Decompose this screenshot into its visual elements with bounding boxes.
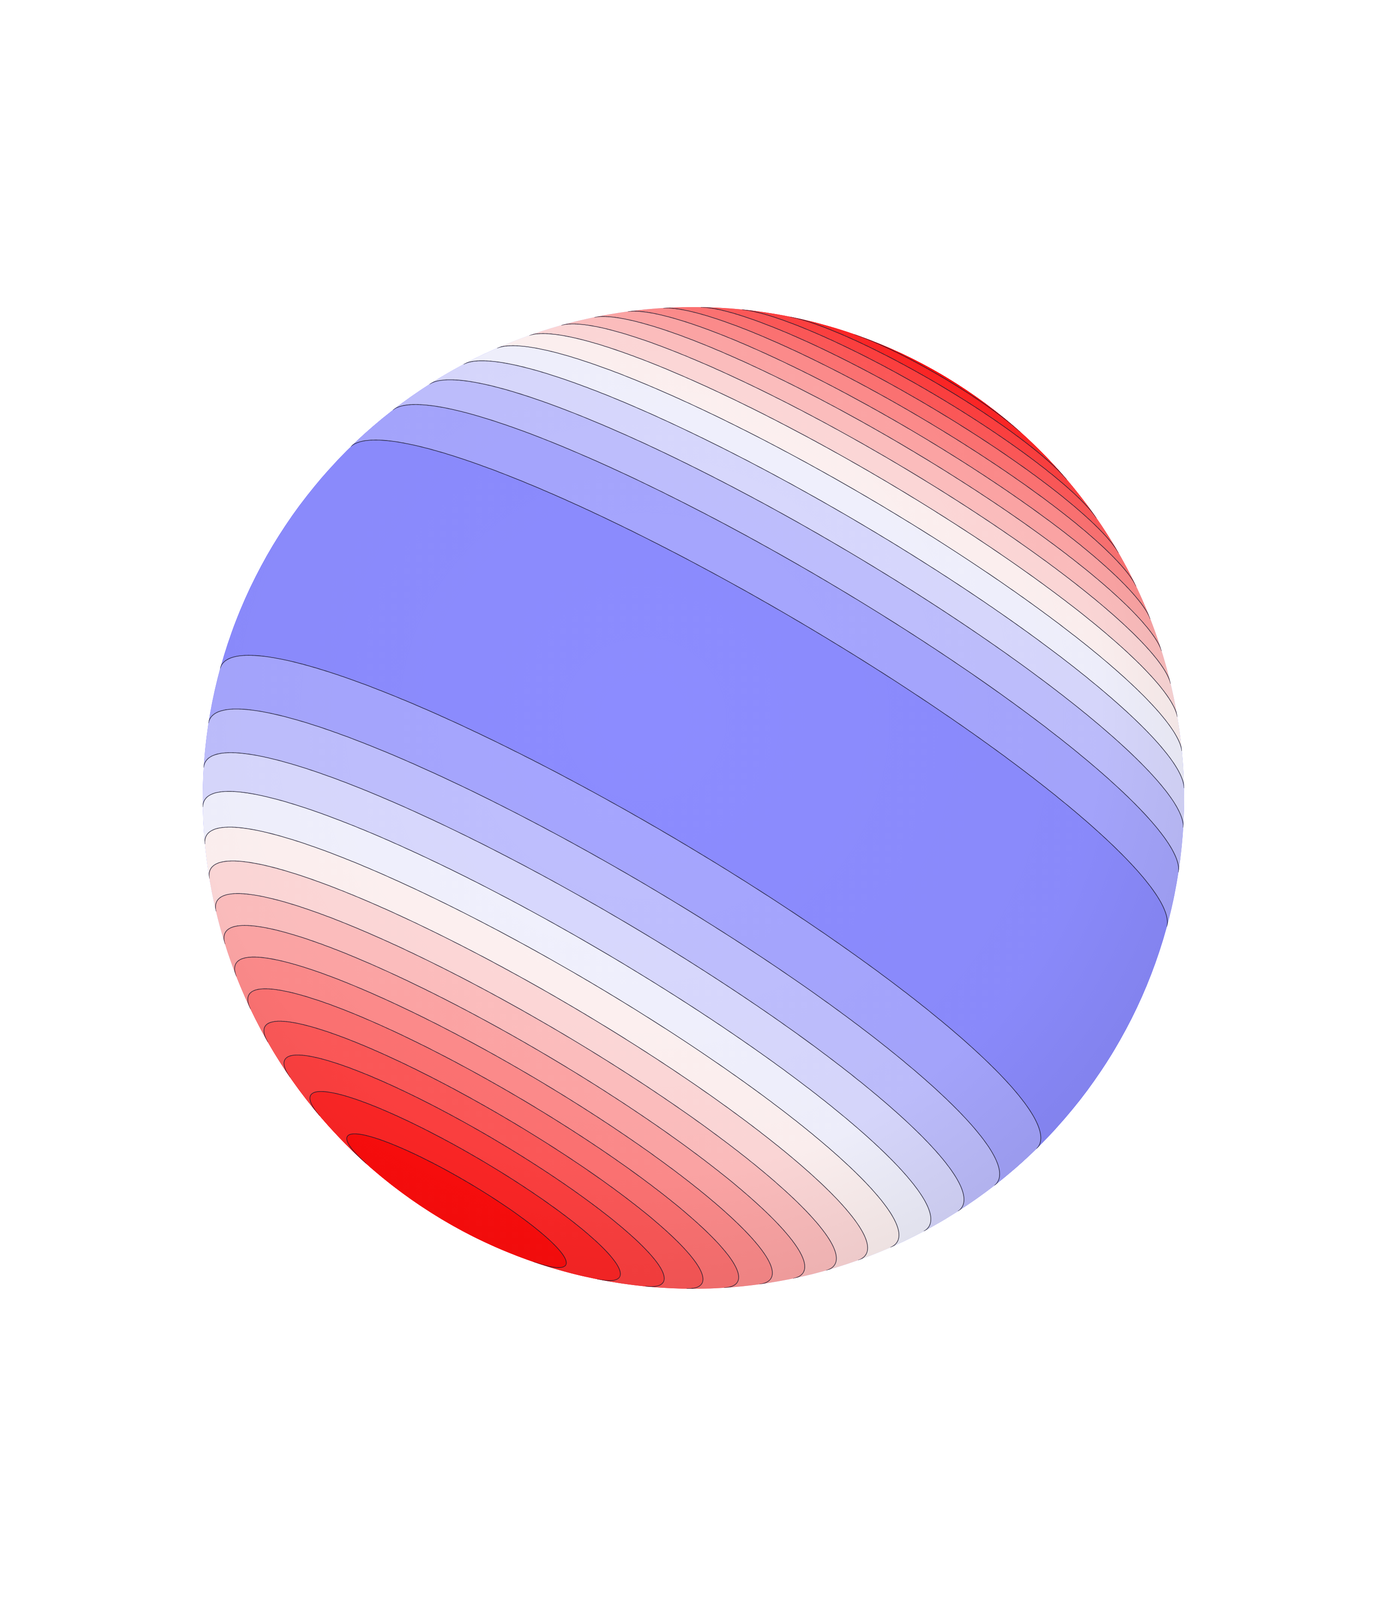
contour-band bbox=[215, 893, 837, 1289]
contour-line bbox=[594, 316, 1162, 651]
contour-band bbox=[283, 1054, 665, 1287]
contour-band bbox=[497, 307, 1182, 751]
contour-band bbox=[202, 791, 931, 1289]
contour-band bbox=[790, 316, 1067, 480]
contour-line bbox=[350, 439, 1168, 927]
contour-line bbox=[203, 752, 964, 1211]
contour-band bbox=[247, 988, 739, 1289]
contour-band bbox=[627, 307, 1151, 619]
contour-line bbox=[529, 333, 1178, 717]
contour-line bbox=[429, 379, 1184, 828]
chart bbox=[0, 0, 1385, 1600]
contour-line bbox=[283, 1054, 665, 1287]
contour-line bbox=[247, 988, 739, 1288]
contour-line bbox=[208, 708, 1000, 1186]
contour-line bbox=[346, 1133, 567, 1268]
contour-line bbox=[663, 307, 1137, 587]
contour-band bbox=[663, 307, 1137, 587]
contour-line bbox=[561, 324, 1171, 684]
contour-band bbox=[700, 307, 1119, 553]
contour-band bbox=[429, 307, 1185, 828]
contour-band bbox=[202, 655, 1041, 1289]
contour-band bbox=[529, 307, 1178, 717]
sphere-shading bbox=[202, 307, 1185, 1289]
contour-band bbox=[309, 1091, 621, 1281]
contour-band bbox=[202, 752, 964, 1289]
contour-line bbox=[463, 360, 1185, 788]
contour-line bbox=[264, 1021, 704, 1289]
contour-band bbox=[204, 826, 900, 1289]
contour-line bbox=[202, 791, 931, 1232]
contour-band bbox=[392, 307, 1185, 873]
contour-line bbox=[223, 925, 805, 1279]
contour-line bbox=[627, 311, 1151, 619]
contour-band bbox=[854, 334, 1021, 433]
contour-band bbox=[202, 307, 1185, 1289]
contour-line bbox=[220, 655, 1042, 1149]
sphere bbox=[202, 307, 1185, 1289]
contour-line bbox=[392, 404, 1179, 873]
contour-line bbox=[742, 309, 1097, 518]
contour-band bbox=[202, 708, 1000, 1289]
contour-line bbox=[234, 957, 773, 1285]
contour-band bbox=[209, 861, 868, 1289]
contour-line bbox=[204, 826, 900, 1247]
contour-line bbox=[209, 861, 868, 1261]
contour-line bbox=[497, 345, 1182, 752]
contour-band bbox=[594, 307, 1162, 651]
contour-band bbox=[463, 307, 1185, 789]
contour-band bbox=[346, 1133, 567, 1268]
contour-line bbox=[790, 316, 1067, 480]
contour-line bbox=[700, 307, 1119, 553]
contour-band bbox=[264, 1021, 704, 1289]
contour-line bbox=[309, 1091, 621, 1281]
contour-line bbox=[854, 334, 1021, 433]
contour-line bbox=[215, 893, 837, 1271]
